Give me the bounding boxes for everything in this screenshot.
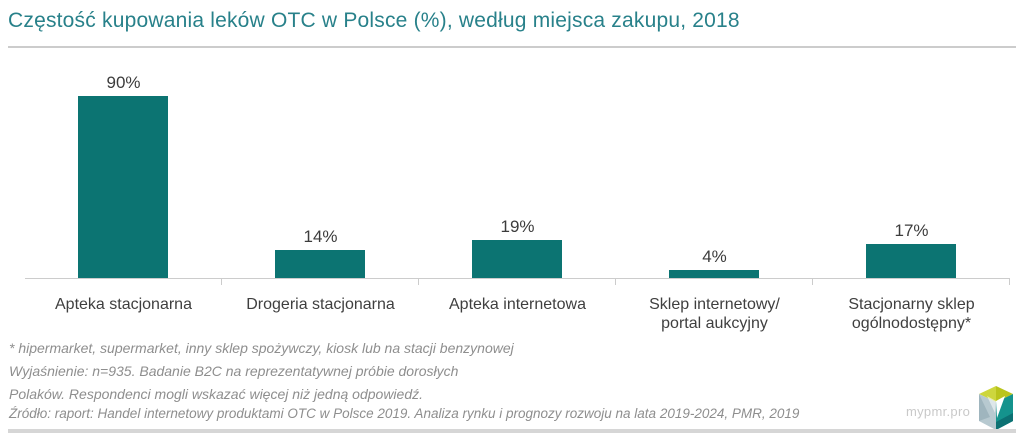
footnote-line: Wyjaśnienie: n=935. Badanie B2C na repre… bbox=[9, 363, 459, 379]
footnote-line: Polaków. Respondenci mogli wskazać więce… bbox=[9, 386, 424, 402]
bar-1 bbox=[78, 96, 168, 278]
bar-chart-plot: 90% 14% 19% 4% 17% bbox=[25, 60, 1010, 285]
title-divider bbox=[8, 46, 1016, 48]
bar-value-label: 4% bbox=[702, 247, 727, 266]
category-label: Sklep internetowy/portal aukcyjny bbox=[649, 296, 780, 332]
category-label: Apteka internetowa bbox=[449, 296, 586, 313]
bar-slot: 90% bbox=[25, 60, 222, 278]
bar-slot: 19% bbox=[419, 60, 616, 278]
axis-tick bbox=[418, 279, 419, 285]
footnotes-block: * hipermarket, supermarket, inny sklep s… bbox=[9, 337, 514, 406]
chart-title: Częstość kupowania leków OTC w Polsce (%… bbox=[8, 9, 740, 32]
bar-value-label: 17% bbox=[894, 221, 929, 240]
pmr-cube-logo-icon bbox=[976, 385, 1016, 436]
category-label: Apteka stacjonarna bbox=[55, 296, 192, 313]
source-line: Źródło: raport: Handel internetowy produ… bbox=[9, 406, 800, 421]
bar-value-label: 14% bbox=[303, 227, 338, 246]
axis-tick bbox=[1009, 279, 1010, 285]
bar-slot: 17% bbox=[813, 60, 1010, 278]
bar-slot: 4% bbox=[616, 60, 813, 278]
category-label: Drogeria stacjonarna bbox=[246, 296, 395, 313]
axis-tick bbox=[812, 279, 813, 285]
bar-5 bbox=[866, 244, 956, 278]
watermark-text: mypmr.pro bbox=[906, 404, 971, 419]
axis-tick bbox=[615, 279, 616, 285]
category-label: Stacjonarny sklep ogólnodostępny* bbox=[848, 296, 975, 332]
bar-4 bbox=[669, 270, 759, 278]
bottom-accent-bar bbox=[8, 429, 1016, 433]
bar-value-label: 90% bbox=[106, 73, 141, 92]
bar-3 bbox=[472, 240, 562, 278]
footnote-line: * hipermarket, supermarket, inny sklep s… bbox=[9, 340, 514, 356]
bar-2 bbox=[275, 250, 365, 278]
bar-value-label: 19% bbox=[500, 217, 535, 236]
axis-tick bbox=[221, 279, 222, 285]
category-axis: Apteka stacjonarna Drogeria stacjonarna Ap… bbox=[25, 295, 1010, 333]
bar-slot: 14% bbox=[222, 60, 419, 278]
